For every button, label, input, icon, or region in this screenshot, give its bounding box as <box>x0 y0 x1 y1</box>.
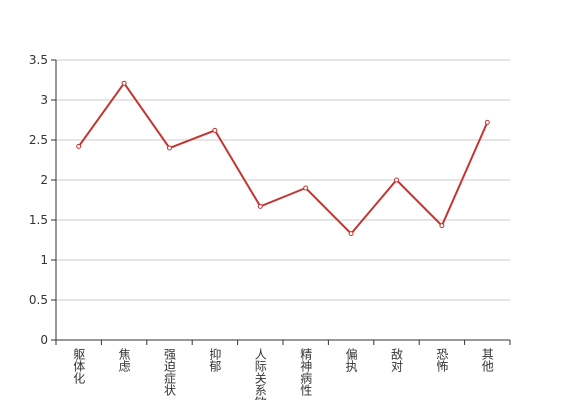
y-tick-label: 2 <box>40 173 48 187</box>
point <box>303 185 309 191</box>
y-tick-label: 0.5 <box>29 293 48 307</box>
x-tick-label: 躯体化 <box>72 347 86 385</box>
x-tick-label: 精神病性 <box>299 348 313 397</box>
x-tick-label: 人际关系敏感 <box>253 348 267 400</box>
x-tick-label: 抑郁 <box>208 347 222 373</box>
point <box>76 143 82 149</box>
point <box>439 223 445 229</box>
x-tick-label: 恐怖 <box>435 348 449 372</box>
y-tick-label: 3.5 <box>29 53 48 67</box>
point <box>212 127 218 133</box>
x-tick-label: 敌对 <box>390 347 404 372</box>
y-tick-label: 1.5 <box>29 213 48 227</box>
x-tick-label: 偏执 <box>344 347 358 373</box>
point <box>484 119 490 125</box>
y-tick-label: 2.5 <box>29 133 48 147</box>
point <box>257 203 263 209</box>
y-tick-label: 3 <box>40 93 48 107</box>
y-tick-label: 1 <box>40 253 48 267</box>
point <box>121 80 127 86</box>
point <box>167 145 172 151</box>
x-tick-label: 其他 <box>480 348 494 372</box>
point <box>348 231 354 237</box>
line <box>77 81 489 236</box>
y-tick-label: 0 <box>40 333 48 347</box>
x-tick-label: 强迫症状 <box>163 348 177 396</box>
x-tick-label: 焦虑 <box>117 348 131 372</box>
point <box>394 177 399 183</box>
